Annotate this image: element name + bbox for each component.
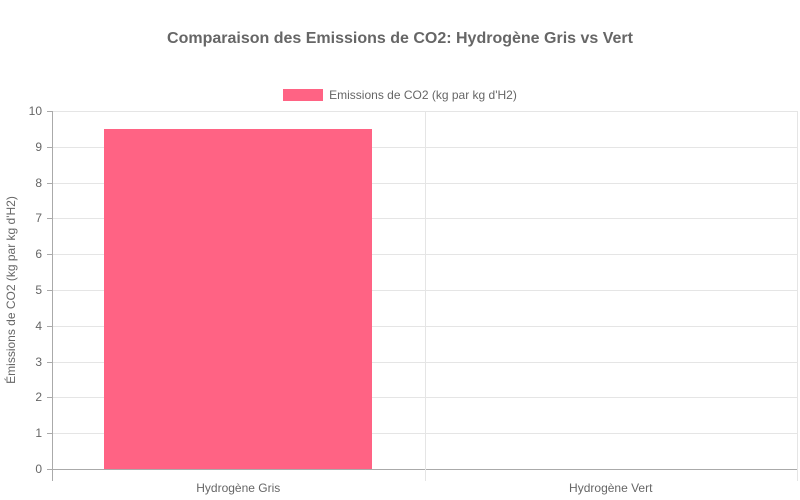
y-tick-label: 1 — [35, 426, 42, 441]
y-tick-label: 7 — [35, 211, 42, 226]
y-tick-label: 10 — [28, 104, 42, 118]
vertical-gridline — [424, 111, 426, 481]
y-tick-mark — [47, 146, 52, 148]
y-tick-mark — [47, 218, 52, 220]
y-tick-label: 2 — [35, 390, 42, 405]
legend-swatch — [283, 89, 324, 101]
y-tick-mark — [47, 290, 52, 291]
x-tick-label: Hydrogène Gris — [196, 481, 281, 495]
vertical-gridline — [797, 111, 798, 481]
y-tick-mark — [47, 361, 52, 363]
y-tick-mark — [47, 325, 52, 327]
plot-area: 0 1 2 3 4 5 6 7 8 9 10 Hydrogène Gris Hydrogène Vert — [29, 104, 798, 495]
y-tick-label: 0 — [35, 462, 42, 476]
x-axis-line — [47, 469, 797, 470]
y-tick-mark — [47, 469, 52, 470]
legend-label: Emissions de CO2 (kg par kg d'H2) — [329, 88, 517, 102]
legend[interactable]: Emissions de CO2 (kg par kg d'H2) — [0, 88, 800, 102]
bar[interactable] — [104, 128, 373, 469]
chart-title: Comparaison des Emissions de CO2: Hydrog… — [167, 30, 633, 47]
y-tick-label: 9 — [35, 139, 42, 154]
y-tick-label: 6 — [35, 247, 42, 262]
y-tick-mark — [47, 254, 52, 256]
y-tick-mark — [47, 111, 52, 112]
y-tick-mark — [47, 397, 52, 399]
y-axis-line — [52, 111, 53, 481]
y-tick-label: 3 — [35, 354, 42, 369]
y-tick-label: 5 — [35, 283, 42, 297]
y-tick-label: 4 — [35, 318, 42, 333]
y-tick-label: 8 — [35, 175, 42, 190]
y-tick-mark — [47, 433, 52, 435]
y-tick-mark — [47, 182, 52, 184]
x-tick-label: Hydrogène Vert — [569, 481, 653, 495]
